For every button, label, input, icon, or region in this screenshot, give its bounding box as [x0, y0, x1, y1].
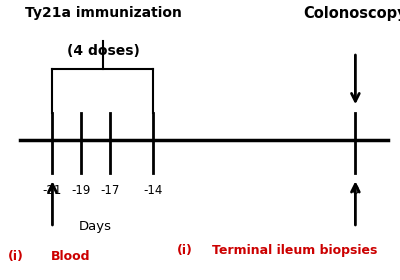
Text: (4 doses): (4 doses)	[66, 44, 139, 58]
Text: Ty21a immunization: Ty21a immunization	[24, 6, 181, 20]
Text: -19: -19	[72, 184, 91, 197]
Text: Blood: Blood	[51, 250, 90, 263]
Text: -21: -21	[43, 184, 62, 197]
Text: Colonoscopy: Colonoscopy	[304, 6, 400, 20]
Text: 0: 0	[352, 184, 359, 197]
Text: Terminal ileum biopsies: Terminal ileum biopsies	[212, 244, 377, 257]
Text: -17: -17	[100, 184, 120, 197]
Text: (i): (i)	[176, 244, 192, 257]
Text: Days: Days	[79, 220, 112, 233]
Text: -14: -14	[144, 184, 163, 197]
Text: (i): (i)	[8, 250, 24, 263]
